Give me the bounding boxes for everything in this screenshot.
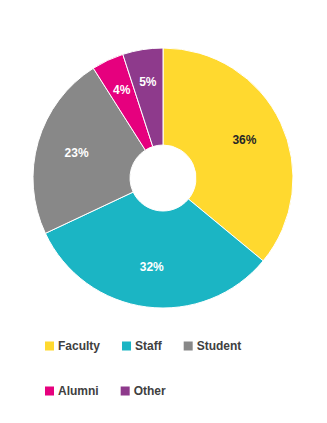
legend-swatch [45, 342, 54, 351]
legend-swatch [184, 342, 193, 351]
legend-label: Other [134, 384, 166, 398]
data-label: 5% [139, 75, 157, 89]
data-label: 32% [140, 260, 164, 274]
legend: Faculty Staff Student Alumni Other [45, 339, 241, 398]
data-label: 36% [232, 133, 256, 147]
chart: 36% 32% 23% 4% 5% Faculty Staff Student Alumni Ot… [0, 0, 327, 423]
data-label: 4% [113, 83, 131, 97]
legend-label: Staff [135, 339, 163, 353]
legend-label: Alumni [58, 384, 99, 398]
data-label: 23% [65, 146, 89, 160]
slice [123, 48, 163, 147]
legend-swatch [45, 387, 54, 396]
legend-label: Faculty [58, 339, 100, 353]
legend-swatch [122, 342, 131, 351]
legend-label: Student [197, 339, 242, 353]
legend-swatch [121, 387, 130, 396]
slices [33, 48, 293, 308]
data-labels: 36% 32% 23% 4% 5% [65, 75, 257, 274]
slice [33, 68, 145, 233]
